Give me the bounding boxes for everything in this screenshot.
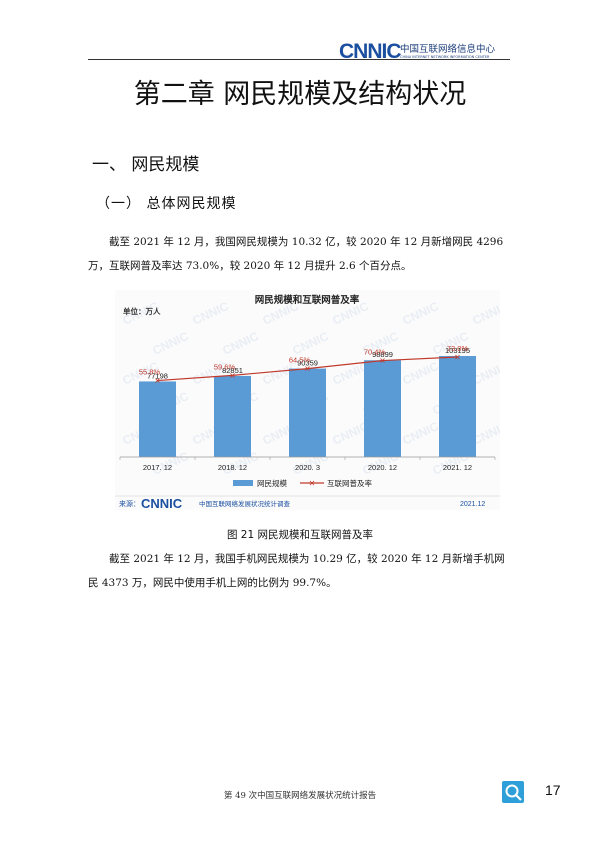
bar [214,375,251,457]
org-name-cn: 中国互联网络信息中心 [400,44,496,55]
footer-title: 第 49 次中国互联网络发展状况统计报告 [223,791,377,801]
x-tick-label: 2020. 3 [295,463,320,472]
source-text: 中国互联网络发展状况统计调查 [199,499,291,508]
unit-label: 单位：万人 [123,306,161,316]
legend-line-label: 互联网普及率 [327,478,372,488]
figure-caption: 图 21 网民规模和互联网普及率 [226,529,374,541]
bar-value-label: 82851 [222,366,243,375]
bars-group: 77198 82851 90359 98899 103195 [139,346,476,457]
line-point: ✕ [379,357,386,366]
page-number: 17 [545,782,561,798]
report-search-icon [502,781,524,803]
watermark-text: CNNIC [220,329,261,358]
body-paragraph: 截至 2021 年 12 月，我国手机网民规模为 10.29 亿，较 2020 … [88,553,505,589]
watermark-text: CNNIC [470,299,500,328]
source-label: 来源： [119,499,140,508]
x-tick-label: 2018. 12 [218,463,247,472]
x-tick-label: 2021. 12 [443,463,472,472]
line-series [157,356,458,382]
legend-bar-swatch [233,480,253,486]
line-value-label: 64.5% [289,356,311,365]
source-logo: CNNIC [141,496,183,510]
line-point: ✕ [454,353,461,362]
bar [289,368,326,457]
x-tick-label: 2020. 12 [368,463,397,472]
line-value-label: 70.4% [364,348,386,357]
body-paragraph: 截至 2021 年 12 月，我国网民规模为 10.32 亿，较 2020 年 … [88,236,504,272]
source-date: 2021.12 [460,501,485,508]
watermark-text: CNNIC [400,299,441,328]
watermark-text: CNNIC [400,359,441,388]
watermark-text: CNNIC [400,419,441,448]
legend-line-marker: ✕ [309,479,316,488]
chart-figure: CNNIC CNNIC CNNIC CNNIC CNNIC CNNIC CNNIC CNNIC… [115,290,541,511]
bar-value-label: 77198 [147,371,168,380]
header-divider [88,59,510,60]
line-point: ✕ [229,371,236,380]
legend-bar-label: 网民规模 [257,478,287,488]
bar-value-label: 98899 [372,350,393,359]
watermark-text: CNNIC [190,299,231,328]
line-value-label: 59.6% [214,362,236,371]
line-point: ✕ [304,365,311,374]
chart-title: 网民规模和互联网普及率 [255,294,360,306]
x-tick-label: 2017. 12 [143,463,172,472]
section-heading: 一、 网民规模 [92,155,200,175]
line-group: ✕55.8% ✕59.6% ✕64.5% ✕70.4%✕73.0% [139,344,469,386]
subsection-heading: （一） 总体网民规模 [96,196,237,212]
bar-value-label: 90359 [297,359,318,368]
line-point: ✕ [154,377,161,386]
x-ticks: 2017. 12 2018. 12 2020. 3 2020. 12 2021. 12 [119,457,496,472]
bar [364,360,401,457]
org-name-en: CHINA INTERNET NETWORK INFORMATION CENTE… [400,55,490,59]
bar [139,381,176,457]
bar-value-label: 103195 [445,346,470,355]
watermark-text: CNNIC [290,329,331,358]
chapter-title: 第二章 网民规模及结构状况 [133,79,467,110]
cnnic-logo: CNNIC [339,40,401,63]
line-value-label: 73.0% [447,344,469,353]
watermark-text: CNNIC [150,329,191,358]
bar [439,356,476,457]
line-value-label: 55.8% [139,368,161,377]
